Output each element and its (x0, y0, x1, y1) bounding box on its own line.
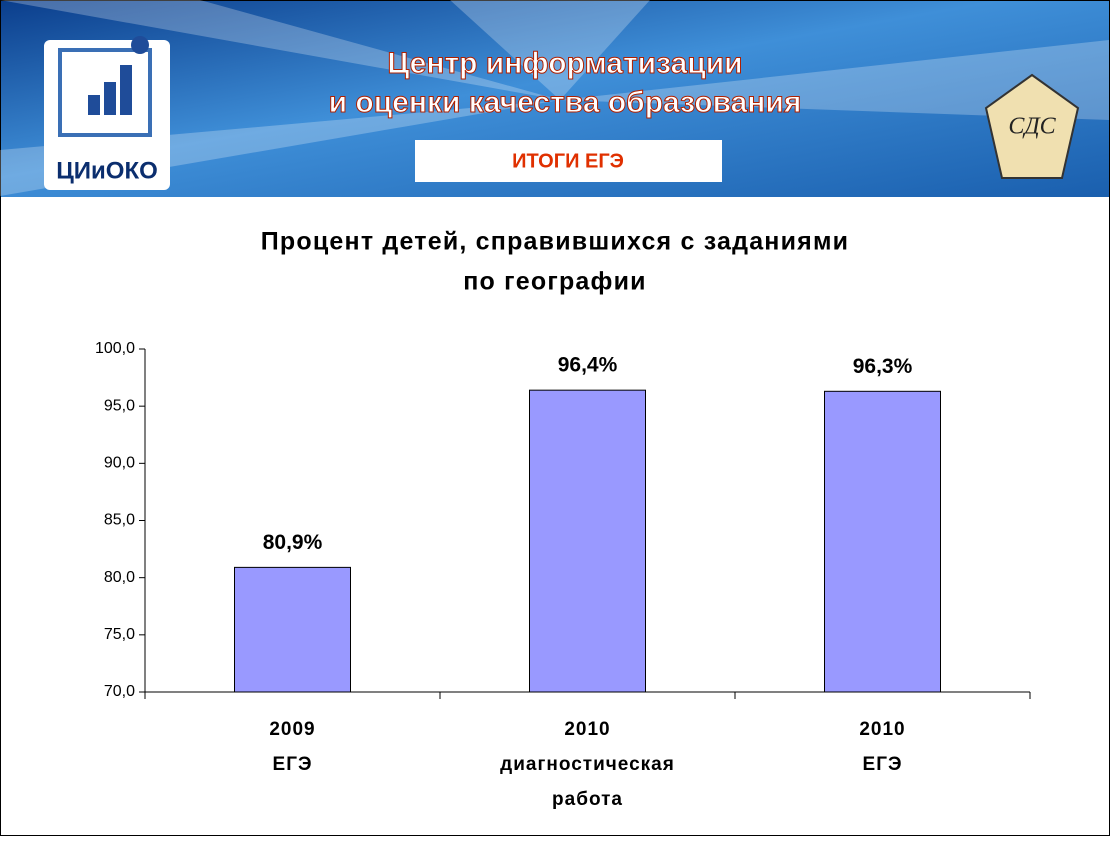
y-tick-label: 100,0 (95, 340, 135, 357)
chart-title: Процент детей, справившихся с заданиями (261, 228, 849, 256)
y-tick-label: 90,0 (104, 455, 135, 472)
x-tick-label: ЕГЭ (273, 754, 313, 775)
badge-text: ИТОГИ ЕГЭ (512, 150, 624, 172)
y-tick-label: 80,0 (104, 569, 135, 586)
x-tick-label: диагностическая (500, 754, 675, 775)
x-tick-label: ЕГЭ (863, 754, 903, 775)
y-tick-label: 70,0 (104, 683, 135, 700)
bar (530, 390, 646, 692)
value-label: 80,9% (263, 531, 323, 554)
chart-title: по географии (463, 268, 647, 296)
logo-left: ЦИиОКО (44, 36, 170, 190)
page: ЦИиОКО Центр информатизации и оценки кач… (0, 0, 1110, 841)
header-title: и оценки качества образования (329, 86, 802, 119)
x-tick-label: 2010 (859, 719, 905, 740)
header-title: Центр информатизации (387, 47, 742, 80)
logo-left-text: ЦИиОКО (56, 157, 158, 184)
y-tick-label: 75,0 (104, 626, 135, 643)
value-label: 96,4% (558, 354, 618, 377)
x-tick-label: работа (552, 789, 623, 810)
y-tick-label: 85,0 (104, 512, 135, 529)
value-label: 96,3% (853, 355, 913, 378)
bar (235, 567, 351, 692)
logo-right-text: СДС (1008, 114, 1056, 140)
x-tick-label: 2010 (564, 719, 610, 740)
y-tick-label: 95,0 (104, 397, 135, 414)
slide: ЦИиОКО Центр информатизации и оценки кач… (0, 0, 1110, 836)
bar (825, 391, 941, 692)
x-tick-label: 2009 (269, 719, 315, 740)
